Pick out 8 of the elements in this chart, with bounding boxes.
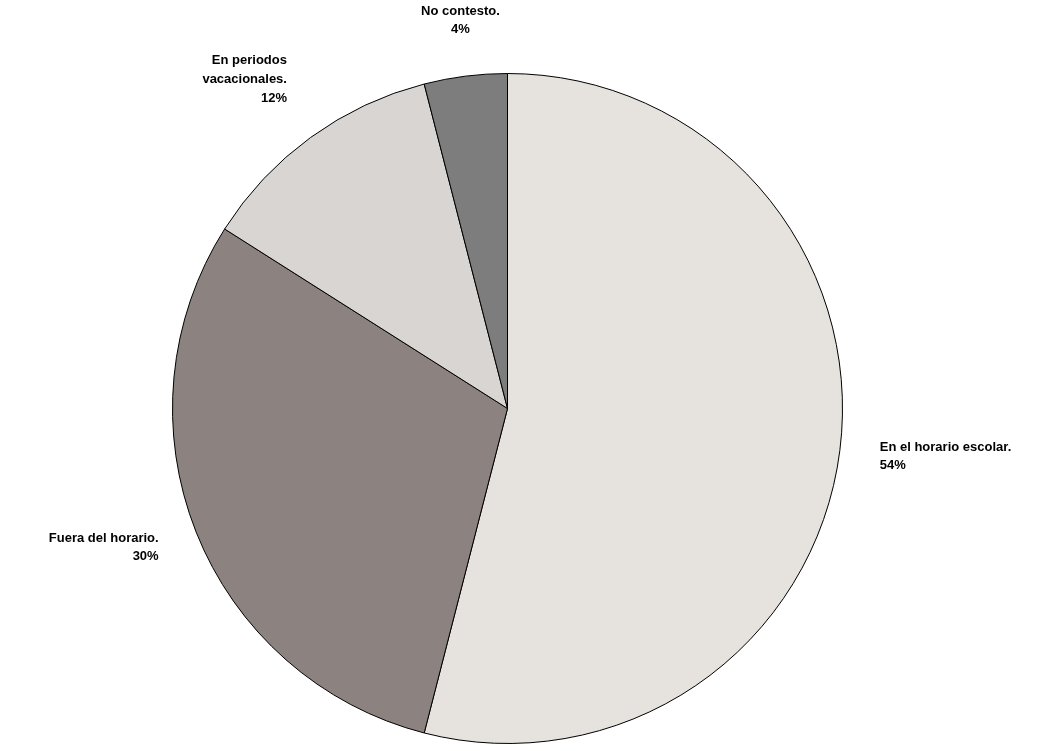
slice-label: Fuera del horario.: [48, 529, 159, 545]
data-label: 54%: [879, 457, 907, 473]
slice-label: En periodos vacacionales.: [202, 52, 287, 87]
data-label: 30%: [132, 548, 160, 564]
slice-label: No contesto.: [421, 2, 500, 18]
data-label: 12%: [260, 89, 288, 105]
slice-label: En el horario escolar.: [879, 438, 1012, 454]
data-label: 4%: [451, 21, 471, 37]
